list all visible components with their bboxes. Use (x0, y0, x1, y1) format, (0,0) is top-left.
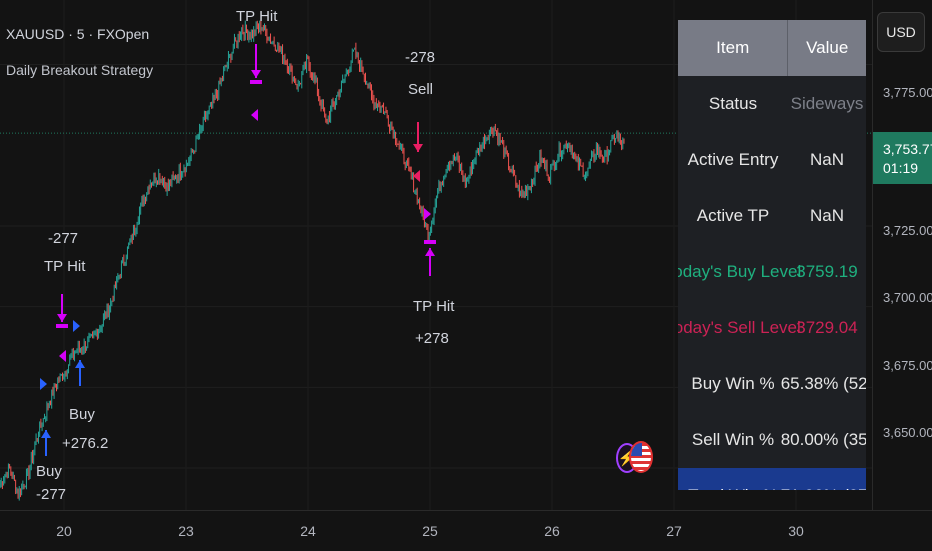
currency-button[interactable]: USD (877, 12, 925, 52)
sell-arrow-head (413, 144, 423, 152)
row-value: 3729.04 (796, 318, 858, 337)
chart-area[interactable]: XAUUSD · 5 · FXOpen Daily Breakout Strat… (0, 0, 872, 510)
tp-hit-bar (250, 80, 262, 84)
buy-bottom-value-label: -277 (36, 488, 67, 502)
price-tick: 3,700.00 (883, 290, 932, 305)
row-label: Today's Buy Level (678, 262, 802, 281)
row-value: 3759.19 (796, 262, 858, 281)
left-tp-hit-label: TP Hit (44, 258, 86, 275)
buy-label: Buy (69, 406, 95, 423)
current-price-tag: 3,753.77 01:19 (873, 132, 932, 184)
price-tick: 3,725.00 (883, 223, 932, 238)
row-label: Total Win % (678, 468, 788, 490)
exit-triangle (424, 208, 431, 220)
entry-triangle (413, 170, 420, 182)
exit-triangle (251, 109, 258, 121)
time-tick: 20 (56, 523, 72, 539)
time-axis[interactable]: 20 23 24 25 26 27 30 (0, 510, 932, 551)
buy-arrow-head (41, 430, 51, 438)
row-label: Sell Win % (691, 430, 775, 449)
row-label: Today's Sell Level (678, 318, 801, 337)
table-row: Today's Sell Level 3729.04 (678, 300, 866, 356)
tp-hit-arrow-up-head (425, 248, 435, 256)
tp-hit-bar (56, 324, 68, 328)
table-row: Sell Win % 80.00% (35) (678, 412, 866, 468)
time-tick: 25 (422, 523, 438, 539)
table-row: Total Win % 71.26% (87) (678, 468, 866, 490)
exit-triangle (59, 350, 66, 362)
sell-value-label: -278 (405, 49, 436, 66)
stats-table: Item Value Status Sideways Active Entry … (678, 20, 866, 490)
tp-hit-bar (424, 240, 436, 244)
symbol-title[interactable]: XAUUSD · 5 · FXOpen (6, 26, 150, 42)
left-value-label: -277 (48, 230, 79, 247)
entry-triangle (73, 320, 80, 332)
row-value: Sideways (790, 94, 864, 113)
time-tick: 26 (544, 523, 560, 539)
time-tick: 24 (300, 523, 316, 539)
table-row: Status Sideways (678, 76, 866, 132)
table-row: Buy Win % 65.38% (52) (678, 356, 866, 412)
price-tick: 3,775.00 (883, 85, 932, 100)
entry-triangle (40, 378, 47, 390)
row-label: Active Entry (687, 150, 779, 169)
us-flag-icon[interactable] (629, 441, 653, 473)
row-label: Buy Win % (691, 374, 775, 393)
time-tick: 27 (666, 523, 682, 539)
tp-hit-label-top: TP Hit (236, 8, 278, 25)
buy-value-label: +276.2 (62, 435, 109, 452)
row-value: NaN (809, 150, 844, 169)
tp-hit-arrow-head (57, 314, 67, 322)
table-row: Today's Buy Level 3759.19 (678, 244, 866, 300)
current-price: 3,753.77 (883, 141, 932, 157)
table-header-row: Item Value (678, 20, 866, 76)
row-label: Status (708, 94, 758, 113)
price-axis[interactable]: USD 3,775.00 3,725.00 3,700.00 3,675.00 … (872, 0, 932, 510)
row-value: 71.26% (87) (781, 468, 866, 490)
mid-value-label: +278 (415, 330, 449, 347)
strategy-name[interactable]: Daily Breakout Strategy (6, 62, 154, 78)
buy-bottom-label: Buy (36, 463, 62, 480)
mid-tp-hit-label: TP Hit (413, 298, 455, 315)
row-value: NaN (809, 206, 844, 225)
sell-label: Sell (408, 81, 434, 98)
table-header-value: Value (788, 20, 866, 76)
time-tick: 23 (178, 523, 194, 539)
price-tick: 3,675.00 (883, 358, 932, 373)
time-tick: 30 (788, 523, 804, 539)
bar-countdown: 01:19 (883, 160, 919, 176)
table-row: Active TP NaN (678, 188, 866, 244)
price-tick: 3,650.00 (883, 425, 932, 440)
buy-arrow-head (75, 360, 85, 368)
table-row: Active Entry NaN (678, 132, 866, 188)
row-value: 65.38% (52) (780, 374, 866, 393)
table-header-item: Item (678, 20, 789, 76)
row-value: 80.00% (35) (780, 430, 866, 449)
tp-hit-arrow-head (251, 70, 261, 78)
row-label: Active TP (696, 206, 770, 225)
